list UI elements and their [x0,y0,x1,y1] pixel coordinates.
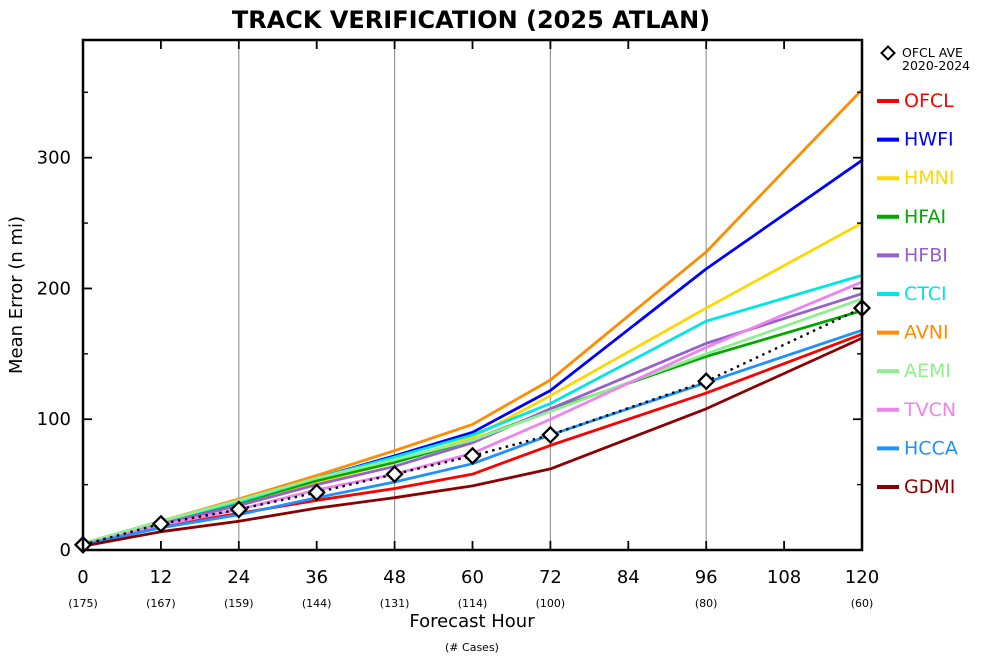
y-axis-label: Mean Error (n mi) [6,216,27,374]
reference-line-ofcl-ave [82,306,863,546]
diamond-marker [385,465,404,484]
x-tick-label: 96 [695,567,718,588]
x-tick-label: 48 [383,567,406,588]
x-tick-label: 60 [461,567,484,588]
case-count: (100) [536,597,566,610]
diamond-marker [697,372,716,391]
case-count: (80) [695,597,718,610]
legend-diamond-icon [880,45,896,61]
y-tick-label: 200 [37,278,71,299]
legend-label-hfbi: HFBI [904,244,948,266]
x-tick-label: 108 [767,567,801,588]
x-tick-label: 72 [539,567,562,588]
series-line-hfai [81,309,864,545]
x-tick-label: 36 [305,567,328,588]
x-tick-label: 84 [617,567,640,588]
y-tick-label: 0 [60,540,71,561]
y-tick-label: 100 [37,409,71,430]
series-line-gdmi [81,336,864,548]
case-count: (60) [851,597,874,610]
x-tick-label: 24 [227,567,250,588]
case-count: (175) [68,597,98,610]
legend-label-tvcn: TVCN [903,399,956,421]
x-axis-label: Forecast Hour [409,611,535,632]
diamond-marker [541,425,560,445]
series-line-hmni [81,221,864,545]
cases-axis-label: (# Cases) [445,641,499,654]
case-count: (159) [224,597,254,610]
legend-sublabel-ofcl-ave: 2020-2024 [902,58,970,73]
legend-label-hcca: HCCA [904,437,958,459]
y-tick-label: 300 [37,148,71,169]
legend-label-hmni: HMNI [904,167,955,189]
x-tick-label: 12 [149,567,172,588]
diamond-marker [307,483,326,502]
series-line-tvcn [81,280,864,547]
diamond-marker [151,514,171,533]
legend-label-ctci: CTCI [904,283,947,305]
series-line-ctci [81,273,864,545]
case-count: (114) [458,597,488,610]
legend-label-ofcl: OFCL [904,90,954,112]
legend-label-hfai: HFAI [904,206,946,228]
case-count: (167) [146,597,176,610]
series-line-aemi [81,297,864,545]
legend-label-ofcl-ave: OFCL AVE [902,45,963,60]
legend-label-aemi: AEMI [904,360,951,382]
diamond-marker [229,500,248,519]
legend-label-hwfi: HWFI [904,129,954,151]
x-tick-label: 120 [845,567,879,588]
x-tick-label: 0 [77,567,88,588]
case-count: (144) [302,597,332,610]
case-count: (131) [380,597,410,610]
legend-label-avni: AVNI [904,322,949,344]
diamond-marker [463,446,482,465]
chart-title: TRACK VERIFICATION (2025 ATLAN) [232,6,710,34]
legend-label-gdmi: GDMI [904,476,955,498]
